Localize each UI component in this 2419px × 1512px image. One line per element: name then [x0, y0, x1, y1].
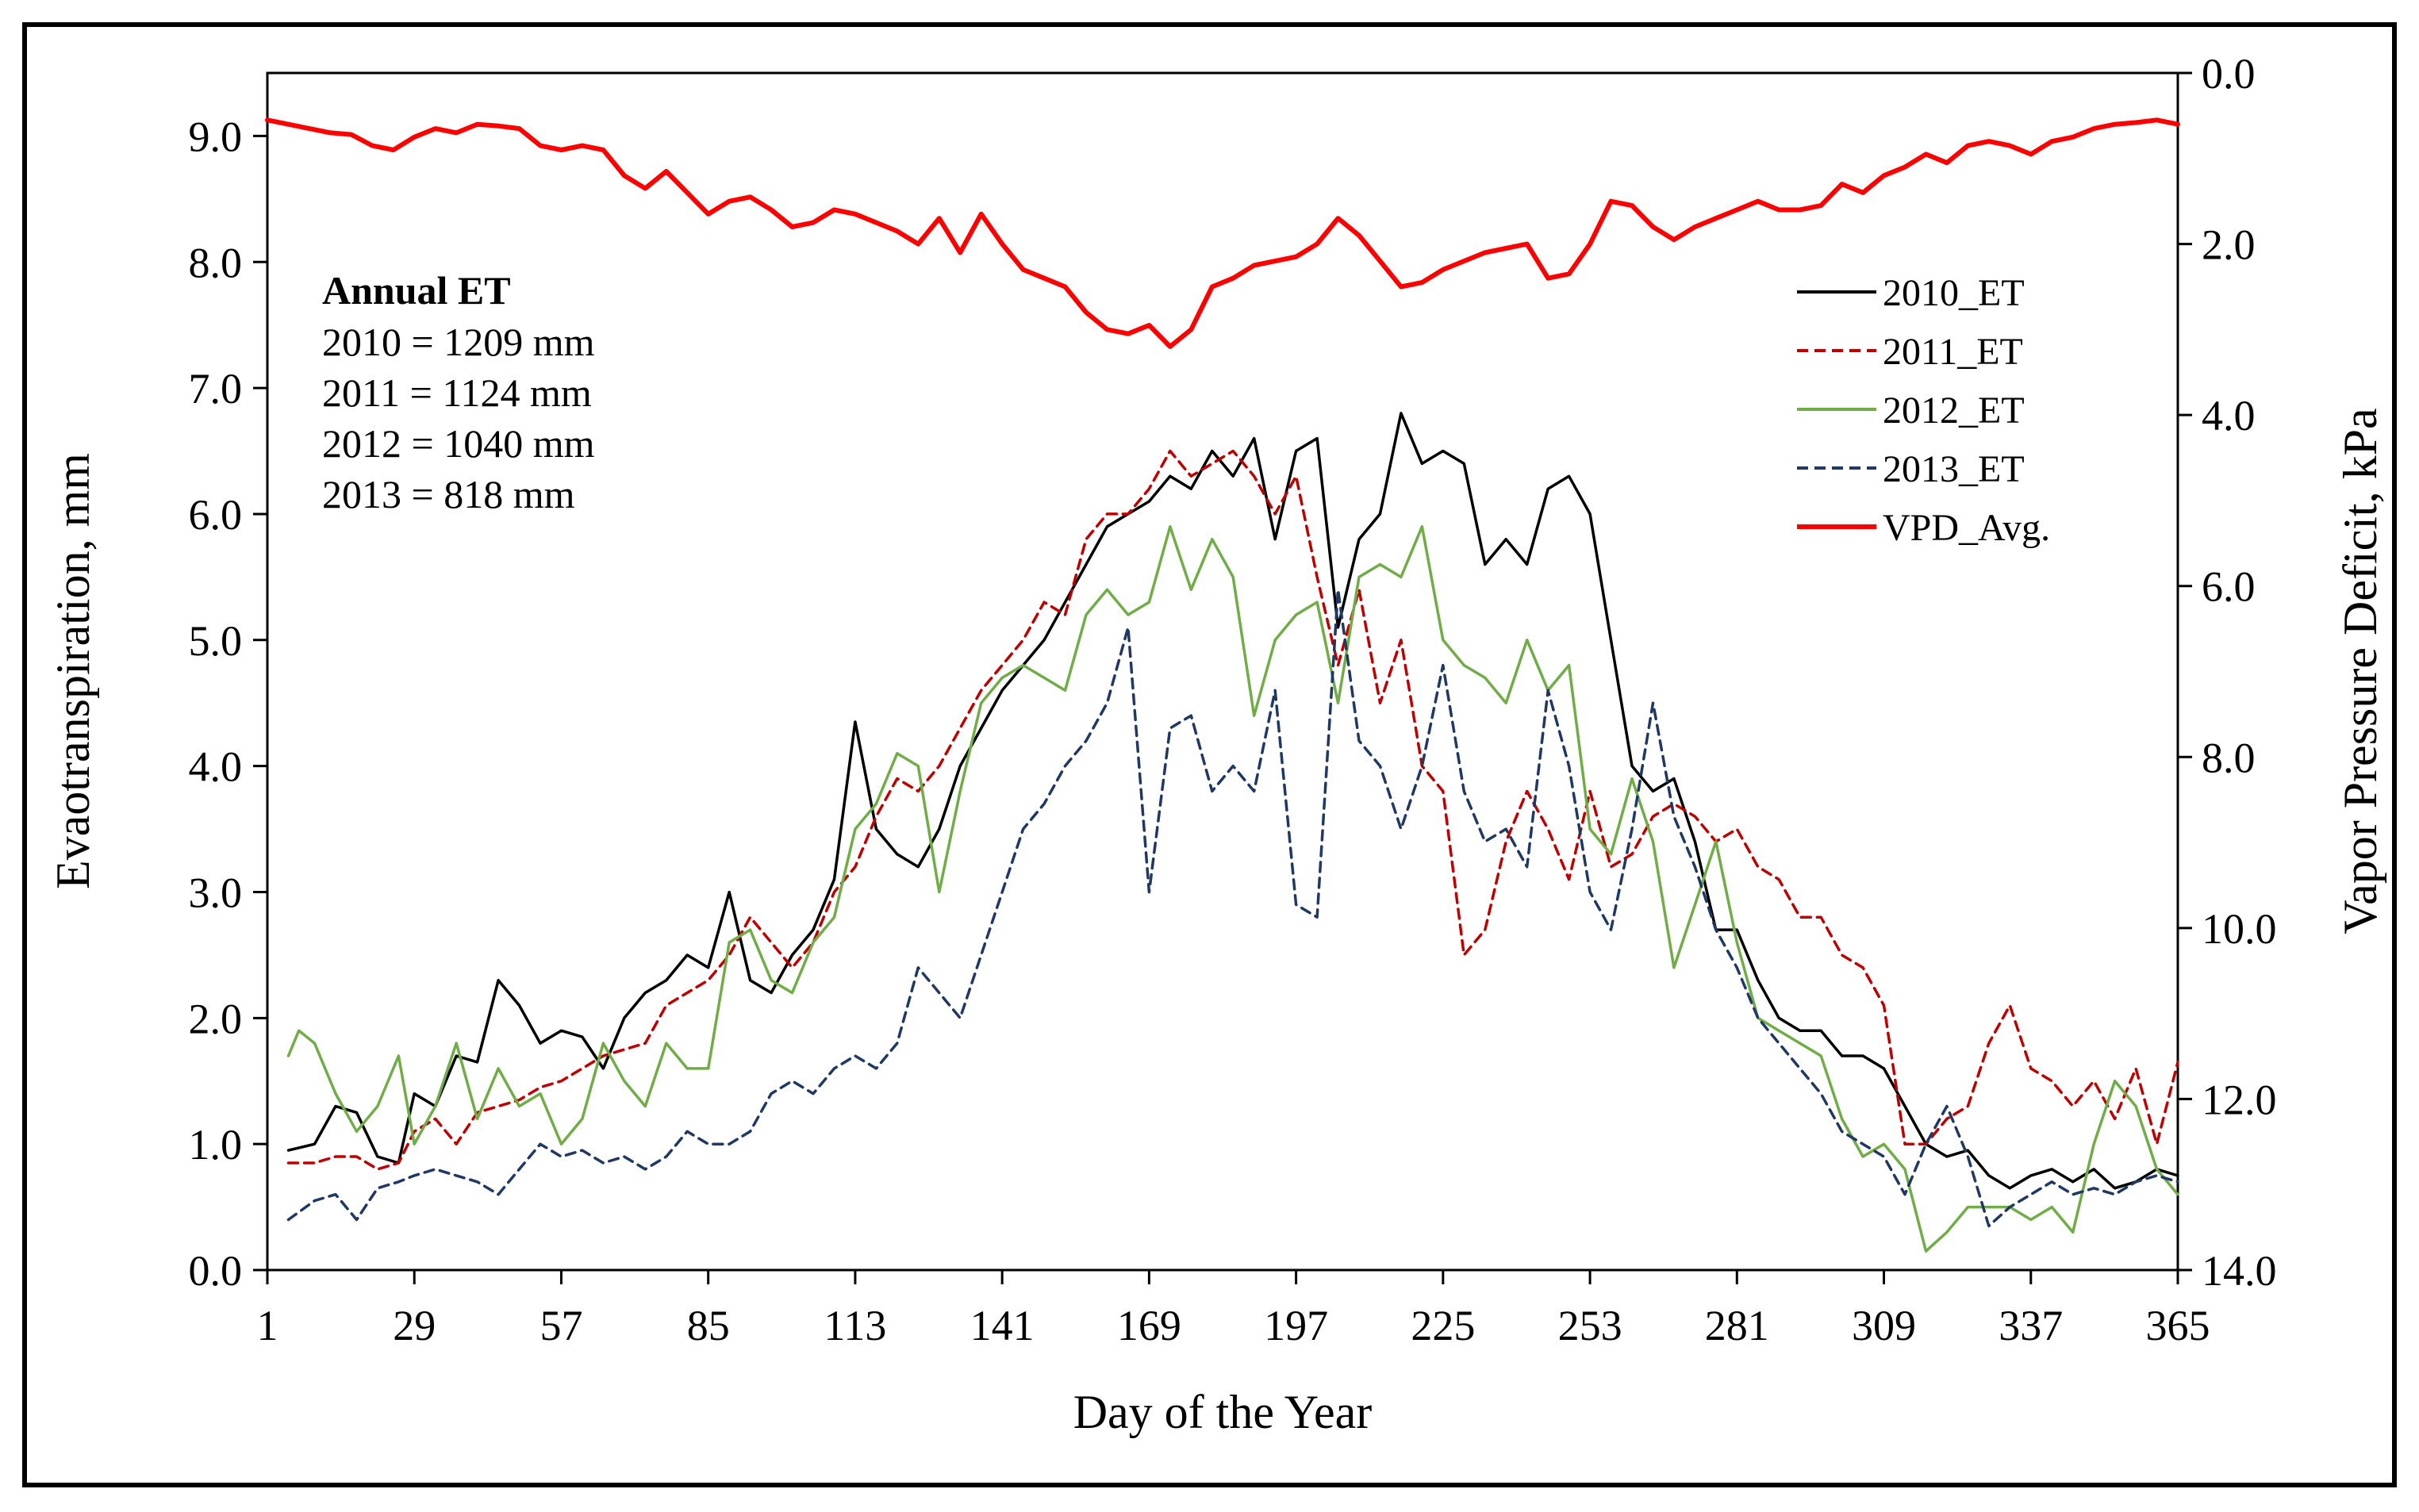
y2-tick-label: 2.0 [2202, 221, 2256, 269]
y2-tick-label: 8.0 [2202, 734, 2256, 781]
legend-label: 2013_ET [1883, 448, 2025, 490]
y2-axis-title: Vapor Pressure Deficit, kPa [2334, 408, 2386, 934]
y-tick-label: 8.0 [189, 239, 243, 286]
x-tick-label: 57 [539, 1302, 582, 1349]
x-tick-label: 225 [1411, 1302, 1475, 1349]
x-tick-label: 253 [1558, 1302, 1622, 1349]
annotation-line: 2013 = 818 mm [322, 472, 575, 516]
y-tick-label: 5.0 [189, 617, 243, 665]
y-tick-label: 6.0 [189, 491, 243, 539]
legend-label: 2010_ET [1883, 272, 2025, 314]
annual-et-annotation: Annual ET 2010 = 1209 mm 2011 = 1124 mm … [322, 268, 595, 516]
x-tick-label: 281 [1705, 1302, 1769, 1349]
x-tick-label: 197 [1264, 1302, 1328, 1349]
y2-tick-label: 0.0 [2202, 50, 2256, 98]
series-layer [265, 117, 2180, 1253]
x-tick-label: 29 [393, 1302, 436, 1349]
y-tick-label: 0.0 [189, 1247, 243, 1295]
x-tick-label: 113 [824, 1302, 886, 1349]
legend: 2010_ET 2011_ET 2012_ET 2013_ET VPD_Avg. [1797, 272, 2050, 549]
legend-label: 2011_ET [1883, 331, 2023, 373]
y-tick-label: 9.0 [189, 113, 243, 160]
y2-tick-label: 6.0 [2202, 563, 2256, 611]
annotation-title: Annual ET [322, 268, 511, 313]
annotation-line: 2010 = 1209 mm [322, 320, 595, 364]
x-tick-label: 309 [1852, 1302, 1916, 1349]
series-line-2012-et [286, 525, 2179, 1253]
series-line-2013-et [286, 588, 2179, 1228]
x-tick-label: 141 [970, 1302, 1035, 1349]
x-tick-label: 1 [257, 1302, 278, 1349]
y2-tick-label: 14.0 [2202, 1247, 2277, 1295]
x-tick-label: 85 [687, 1302, 730, 1349]
y2-tick-label: 4.0 [2202, 392, 2256, 439]
plot-frame [266, 71, 2179, 1272]
y-tick-label: 7.0 [189, 365, 243, 413]
series-line-2011-et [286, 449, 2179, 1171]
y-axis-title: Evaotranspiration, mm [47, 453, 99, 889]
y-tick-label: 2.0 [189, 995, 243, 1042]
annotation-line: 2012 = 1040 mm [322, 421, 595, 466]
y2-tick-label: 10.0 [2202, 905, 2277, 953]
series-line-2010-et [286, 412, 2179, 1190]
y-tick-label: 1.0 [189, 1121, 243, 1169]
y-tick-label: 3.0 [189, 869, 243, 916]
x-tick-label: 169 [1117, 1302, 1181, 1349]
y2-tick-label: 12.0 [2202, 1076, 2277, 1123]
y-tick-label: 4.0 [189, 743, 243, 791]
annotation-line: 2011 = 1124 mm [322, 370, 592, 415]
axes-layer: 1 29 57 85 113 141 169 197 225 253 281 309 337 365 0.0… [189, 50, 2277, 1349]
legend-label: VPD_Avg. [1883, 507, 2050, 549]
x-axis-title: Day of the Year [1073, 1386, 1373, 1438]
x-tick-label: 337 [1999, 1302, 2063, 1349]
series-line-vpd-avg [265, 117, 2180, 349]
x-tick-label: 365 [2146, 1302, 2210, 1349]
figure-border [22, 22, 2397, 1487]
legend-label: 2012_ET [1883, 390, 2025, 432]
